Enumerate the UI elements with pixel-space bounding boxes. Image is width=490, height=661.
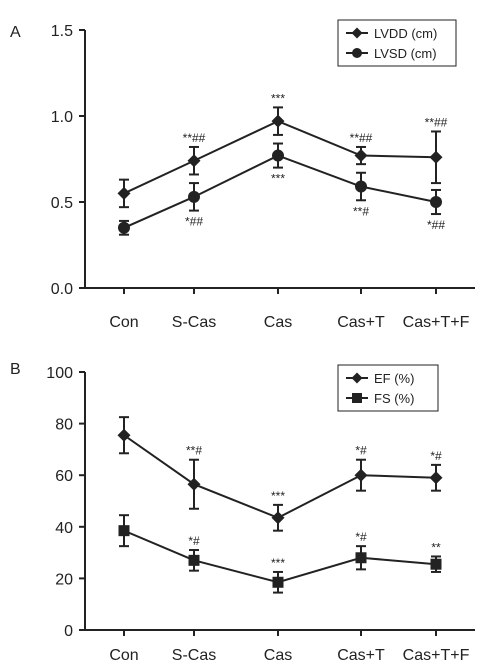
x-tick-label: Cas+T xyxy=(337,314,385,331)
data-point xyxy=(430,558,442,570)
data-point xyxy=(187,154,201,168)
y-tick-label: 1.5 xyxy=(51,23,73,40)
series-1: *## *** **# *## xyxy=(118,142,445,236)
legend-entry: LVDD (cm) xyxy=(374,26,437,41)
x-tick-label: Cas+T xyxy=(337,647,385,661)
significance-label: *** xyxy=(271,172,285,186)
significance-label: **## xyxy=(350,131,373,145)
series-0: **## *** **## **## xyxy=(117,91,448,209)
significance-label: *# xyxy=(430,449,442,463)
x-tick-label: Cas xyxy=(264,647,292,661)
x-tick-label: Con xyxy=(109,314,138,331)
significance-label: *## xyxy=(185,215,203,229)
x-tick-label: S-Cas xyxy=(172,314,216,331)
panel-label: A xyxy=(10,24,21,41)
legend-marker xyxy=(351,27,363,39)
significance-label: **## xyxy=(183,131,206,145)
significance-label: *** xyxy=(271,556,285,570)
data-point xyxy=(272,149,284,162)
data-point xyxy=(271,511,285,525)
data-point xyxy=(118,525,130,537)
legend-box xyxy=(337,364,439,412)
significance-label: **# xyxy=(186,444,202,458)
data-point xyxy=(188,190,200,203)
y-tick-label: 40 xyxy=(55,520,73,537)
legend-marker xyxy=(352,393,362,403)
data-point xyxy=(429,150,443,164)
significance-label: *# xyxy=(355,444,367,458)
x-tick-label: Cas xyxy=(264,314,292,331)
data-point xyxy=(355,180,367,193)
data-point xyxy=(354,149,368,163)
legend: EF (%) FS (%) xyxy=(337,364,439,412)
legend-marker xyxy=(352,48,362,58)
data-point xyxy=(272,576,284,588)
significance-label: *## xyxy=(427,218,445,232)
significance-label: ** xyxy=(431,540,441,554)
legend-marker xyxy=(351,372,363,384)
y-tick-label: 60 xyxy=(55,468,73,485)
data-point xyxy=(117,186,131,200)
y-tick-label: 0.5 xyxy=(51,195,73,212)
chart-panel-a: A 0.0 0.5 1.0 1.5 Con S-Cas Cas Cas+T Cas+T+F **##… xyxy=(10,19,475,331)
significance-label: *# xyxy=(188,534,200,548)
x-tick-label: S-Cas xyxy=(172,647,216,661)
x-tick-label: Cas+T+F xyxy=(403,314,470,331)
x-tick-label: Con xyxy=(109,647,138,661)
data-point xyxy=(271,114,285,128)
legend-box xyxy=(337,19,457,67)
x-tick-label: Cas+T+F xyxy=(403,647,470,661)
legend-entry: LVSD (cm) xyxy=(374,46,437,61)
data-point xyxy=(118,221,130,234)
legend-entry: FS (%) xyxy=(374,391,414,406)
significance-label: **# xyxy=(353,204,369,218)
series-1: *# *** *# ** xyxy=(118,514,442,594)
data-point xyxy=(429,471,443,485)
data-point xyxy=(187,477,201,491)
significance-label: *** xyxy=(271,489,285,503)
legend: LVDD (cm) LVSD (cm) xyxy=(337,19,457,67)
significance-label: *** xyxy=(271,91,285,105)
data-point xyxy=(430,196,442,208)
data-point xyxy=(354,468,368,482)
y-tick-label: 20 xyxy=(55,571,73,588)
legend-entry: EF (%) xyxy=(374,371,414,386)
y-tick-label: 80 xyxy=(55,417,73,434)
data-point xyxy=(188,554,200,566)
series-0: **# *** *# *# xyxy=(117,416,443,532)
y-tick-label: 1.0 xyxy=(51,109,73,126)
data-point xyxy=(117,428,131,442)
panel-label: B xyxy=(10,361,21,378)
y-tick-label: 100 xyxy=(46,365,73,382)
y-tick-label: 0.0 xyxy=(51,281,73,298)
y-tick-label: 0 xyxy=(64,623,73,640)
series-line xyxy=(123,154,437,229)
data-point xyxy=(355,552,367,564)
significance-label: *# xyxy=(355,530,367,544)
significance-label: **## xyxy=(425,115,448,129)
